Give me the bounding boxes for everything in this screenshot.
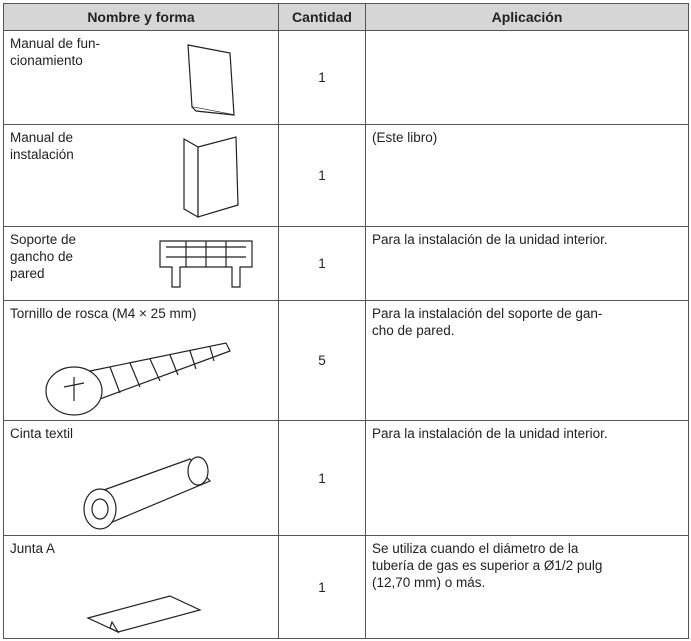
row: Manual de fun- cionamiento 1: [3, 30, 689, 125]
name: Cinta textil: [10, 426, 74, 441]
name-cell: Tornillo de rosca (M4 × 25 mm): [3, 300, 279, 421]
name: Soporte de gancho de pared: [10, 232, 77, 281]
accessories-table: Nombre y forma Cantidad Aplicación Manua…: [3, 3, 689, 639]
gasket-icon: [86, 595, 202, 634]
quantity-cell: 1: [278, 30, 366, 125]
application-cell: Se utiliza cuando el diámetro de la tube…: [365, 535, 689, 639]
header-cell: Nombre y forma: [3, 3, 279, 31]
screw-icon: [45, 342, 231, 416]
name-cell: Manual de instalación: [3, 124, 279, 227]
application-cell: Para la instalación de la unidad interio…: [365, 226, 689, 301]
bracket-icon: [159, 240, 253, 288]
tape-icon: [83, 456, 212, 530]
row: Tornillo de rosca (M4 × 25 mm) 5 Para la…: [3, 300, 689, 421]
quantity-cell: 1: [278, 124, 366, 227]
name: Tornillo de rosca (M4 × 25 mm): [10, 306, 197, 321]
name-cell: Soporte de gancho de pared: [3, 226, 279, 301]
quantity-cell: 1: [278, 420, 366, 536]
quantity-cell: 1: [278, 535, 366, 639]
name: Junta A: [10, 541, 56, 556]
application-cell: Para la instalación de la unidad interio…: [365, 420, 689, 536]
manual-icon: [187, 44, 235, 116]
application-cell: [365, 30, 689, 125]
row: Junta A 1 Se utiliza cuando el diámetro …: [3, 535, 689, 639]
header-cell: Cantidad: [278, 3, 366, 31]
row: Cinta textil 1 Para la instalación de la…: [3, 420, 689, 536]
name: Manual de fun- cionamiento: [10, 36, 101, 68]
name-cell: Junta A: [3, 535, 279, 639]
header-cell: Aplicación: [365, 3, 689, 31]
row: Manual de instalación 1 (Este libro): [3, 124, 689, 227]
name: Manual de instalación: [10, 130, 74, 162]
application-cell: (Este libro): [365, 124, 689, 227]
quantity-cell: 5: [278, 300, 366, 421]
quantity-cell: 1: [278, 226, 366, 301]
manual-icon: [183, 136, 239, 219]
name-cell: Manual de fun- cionamiento: [3, 30, 279, 125]
application-cell: Para la instalación del soporte de gan- …: [365, 300, 689, 421]
row: Soporte de gancho de pared 1 Para la ins…: [3, 226, 689, 301]
header-row: Nombre y forma Cantidad Aplicación: [3, 3, 689, 31]
name-cell: Cinta textil: [3, 420, 279, 536]
